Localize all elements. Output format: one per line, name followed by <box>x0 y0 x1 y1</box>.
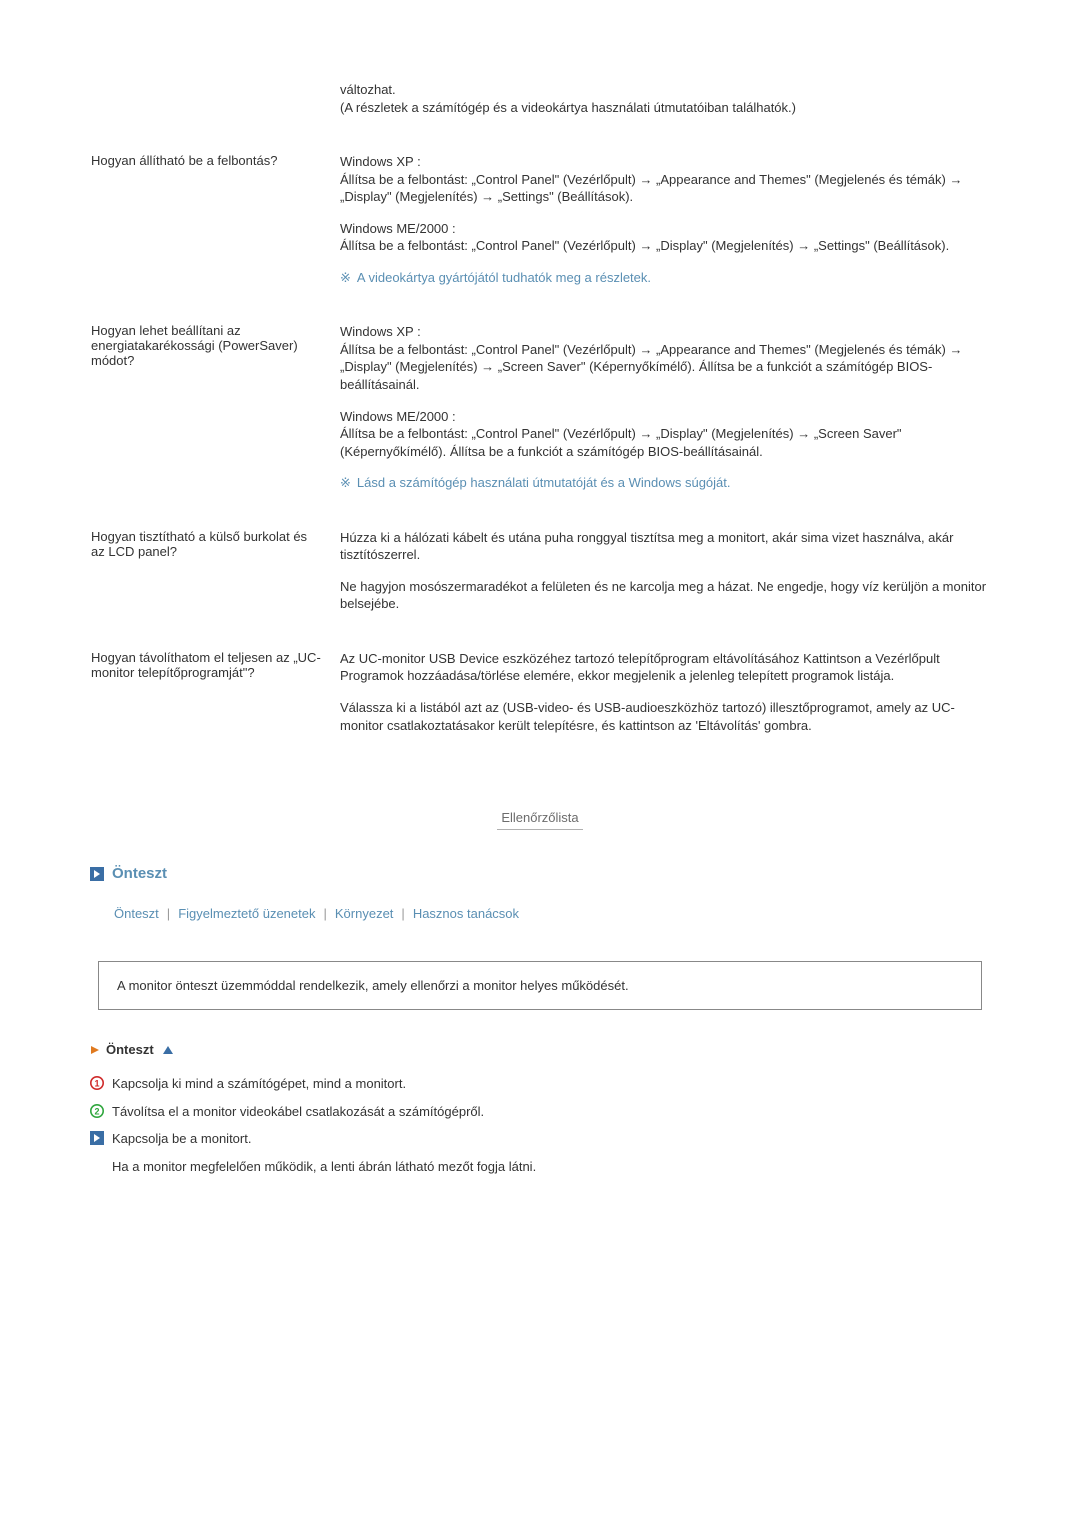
note-text: Lásd a számítógép használati útmutatóját… <box>357 475 731 490</box>
qa-answer-paragraph: Húzza ki a hálózati kábelt és utána puha… <box>340 529 989 564</box>
qa-note: ※ Lásd a számítógép használati útmutatójá… <box>340 474 989 492</box>
qa-note: ※ A videokártya gyártójától tudhatók meg … <box>340 269 989 287</box>
nav-link[interactable]: Környezet <box>335 906 394 921</box>
qa-question: Hogyan állítható be a felbontás? <box>90 152 339 322</box>
checklist-label: Ellenőrzőlista <box>497 810 582 830</box>
qa-table: változhat. (A részletek a számítógép és … <box>90 80 990 770</box>
qa-row: változhat. (A részletek a számítógép és … <box>90 80 990 152</box>
note-marker-icon: ※ <box>340 269 351 287</box>
note-marker-icon: ※ <box>340 474 351 492</box>
qa-answer: változhat. (A részletek a számítógép és … <box>339 80 990 152</box>
qa-answer: Húzza ki a hálózati kábelt és utána puha… <box>339 528 990 649</box>
step-text: Távolítsa el a monitor videokábel csatla… <box>112 1103 484 1121</box>
sub-title: Önteszt <box>106 1042 154 1057</box>
qa-answer-paragraph: változhat. (A részletek a számítógép és … <box>340 81 989 116</box>
qa-answer-paragraph: Válassza ki a listából azt az (USB-video… <box>340 699 989 734</box>
intro-text: A monitor önteszt üzemmóddal rendelkezik… <box>117 978 629 993</box>
qa-question: Hogyan lehet beállítani az energiatakaré… <box>90 322 339 527</box>
step-sub-text: Ha a monitor megfelelően működik, a lent… <box>112 1158 990 1176</box>
step-item: Kapcsolja be a monitort. <box>90 1130 990 1148</box>
nav-link[interactable]: Figyelmeztető üzenetek <box>178 906 315 921</box>
qa-answer-paragraph: Windows XP : Állítsa be a felbontást: „C… <box>340 323 989 393</box>
qa-question: Hogyan tisztítható a külső burkolat és a… <box>90 528 339 649</box>
step-number-icon: 2 <box>90 1104 104 1118</box>
qa-question: Hogyan távolíthatom el teljesen az „UC-m… <box>90 649 339 770</box>
nav-link[interactable]: Hasznos tanácsok <box>413 906 519 921</box>
step-item: 1 Kapcsolja ki mind a számítógépet, mind … <box>90 1075 990 1093</box>
qa-answer: Windows XP : Állítsa be a felbontást: „C… <box>339 152 990 322</box>
note-text: A videokártya gyártójától tudhatók meg a… <box>357 270 651 285</box>
qa-row: Hogyan tisztítható a külső burkolat és a… <box>90 528 990 649</box>
step-item: 2 Távolítsa el a monitor videokábel csatl… <box>90 1103 990 1121</box>
step-text: Kapcsolja be a monitort. <box>112 1130 251 1148</box>
qa-row: Hogyan távolíthatom el teljesen az „UC-m… <box>90 649 990 770</box>
nav-separator: | <box>323 906 326 921</box>
up-triangle-icon[interactable] <box>162 1045 174 1055</box>
nav-separator: | <box>167 906 170 921</box>
checklist-divider: Ellenőrzőlista <box>90 810 990 825</box>
play-icon <box>90 1045 100 1055</box>
qa-answer: Az UC-monitor USB Device eszközéhez tart… <box>339 649 990 770</box>
step-arrow-icon <box>90 1131 104 1145</box>
qa-answer-paragraph: Windows XP : Állítsa be a felbontást: „C… <box>340 153 989 206</box>
svg-text:1: 1 <box>94 1079 99 1089</box>
qa-answer-paragraph: Az UC-monitor USB Device eszközéhez tart… <box>340 650 989 685</box>
section-header-onteszt: Önteszt <box>90 865 990 882</box>
qa-answer-paragraph: Windows ME/2000 : Állítsa be a felbontás… <box>340 408 989 461</box>
qa-answer-paragraph: Windows ME/2000 : Állítsa be a felbontás… <box>340 220 989 255</box>
nav-separator: | <box>401 906 404 921</box>
step-text: Kapcsolja ki mind a számítógépet, mind a… <box>112 1075 406 1093</box>
qa-row: Hogyan állítható be a felbontás?Windows … <box>90 152 990 322</box>
steps-list: 1 Kapcsolja ki mind a számítógépet, mind … <box>90 1075 990 1148</box>
qa-question <box>90 80 339 152</box>
qa-answer: Windows XP : Állítsa be a felbontást: „C… <box>339 322 990 527</box>
arrow-right-icon <box>90 867 104 881</box>
qa-row: Hogyan lehet beállítani az energiatakaré… <box>90 322 990 527</box>
step-number-icon: 1 <box>90 1076 104 1090</box>
nav-link[interactable]: Önteszt <box>114 906 159 921</box>
qa-answer-paragraph: Ne hagyjon mosószermaradékot a felületen… <box>340 578 989 613</box>
sub-header-onteszt: Önteszt <box>90 1042 990 1057</box>
section-nav-links: Önteszt | Figyelmeztető üzenetek | Környezet… <box>114 906 990 921</box>
intro-box: A monitor önteszt üzemmóddal rendelkezik… <box>98 961 982 1010</box>
svg-text:2: 2 <box>94 1106 99 1116</box>
section-title: Önteszt <box>112 865 167 882</box>
